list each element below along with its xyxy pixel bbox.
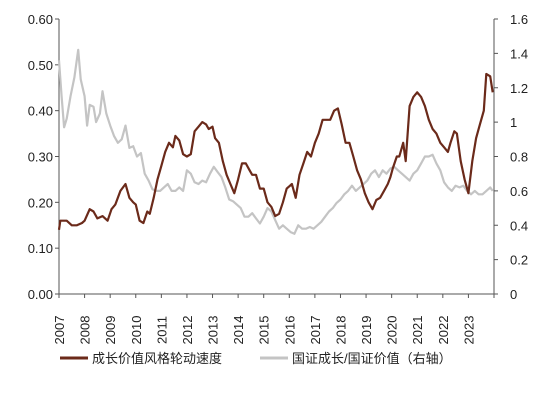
right-tick-label: 1.6 — [510, 12, 528, 27]
x-tick-label: 2010 — [129, 316, 144, 345]
right-tick-label: 0.4 — [510, 218, 528, 233]
x-tick-label: 2008 — [78, 316, 93, 345]
x-tick-label: 2017 — [308, 316, 323, 345]
series-line-0 — [57, 72, 494, 230]
right-tick-label: 1 — [510, 115, 517, 130]
left-tick-label: 0.40 — [28, 104, 53, 119]
left-tick-label: 0.20 — [28, 195, 53, 210]
right-tick-label: 0.6 — [510, 184, 528, 199]
right-tick-label: 0 — [510, 287, 517, 302]
left-tick-label: 0.30 — [28, 150, 53, 165]
right-tick-label: 0.2 — [510, 253, 528, 268]
x-tick-label: 2021 — [410, 316, 425, 345]
left-tick-label: 0.60 — [28, 12, 53, 27]
left-tick-label: 0.10 — [28, 241, 53, 256]
x-tick-label: 2023 — [461, 316, 476, 345]
x-tick-label: 2014 — [231, 316, 246, 345]
series-line-1 — [57, 48, 494, 235]
x-tick-label: 2020 — [385, 316, 400, 345]
x-tick-label: 2012 — [180, 316, 195, 345]
legend-label-1: 国证成长/国证价值（右轴） — [292, 351, 452, 366]
x-tick-label: 2019 — [359, 316, 374, 345]
right-tick-label: 1.2 — [510, 81, 528, 96]
x-tick-label: 2007 — [52, 316, 67, 345]
left-tick-label: 0.00 — [28, 287, 53, 302]
x-tick-label: 2022 — [436, 316, 451, 345]
x-tick-label: 2009 — [103, 316, 118, 345]
legend-label-0: 成长价值风格轮动速度 — [92, 351, 222, 366]
left-tick-label: 0.50 — [28, 58, 53, 73]
x-tick-label: 2015 — [257, 316, 272, 345]
right-tick-label: 0.8 — [510, 150, 528, 165]
x-tick-label: 2011 — [154, 316, 169, 344]
x-tick-label: 2013 — [206, 316, 221, 345]
x-tick-label: 2018 — [333, 316, 348, 345]
x-tick-label: 2016 — [282, 316, 297, 345]
right-tick-label: 1.4 — [510, 46, 528, 61]
